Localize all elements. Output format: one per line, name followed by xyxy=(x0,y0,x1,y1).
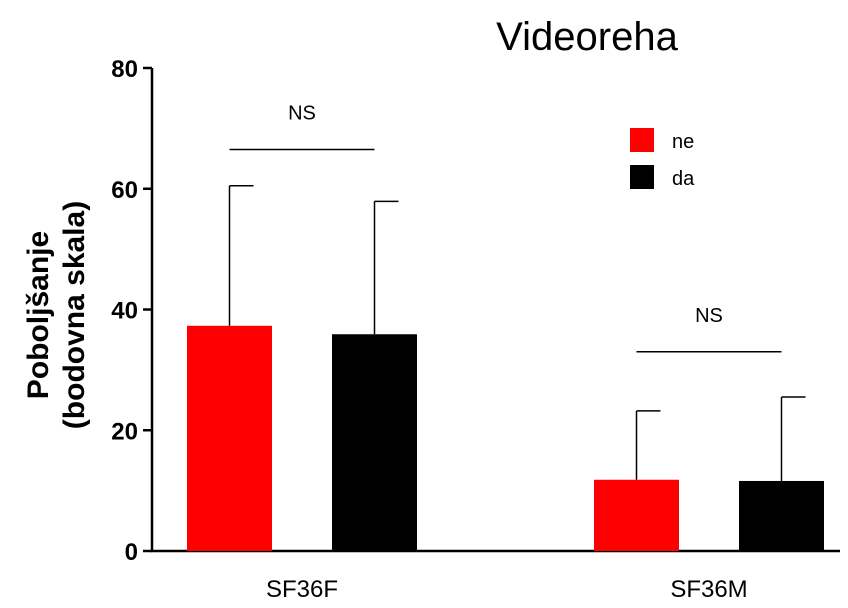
y-tick-label-20: 20 xyxy=(111,418,138,445)
y-tick-label-80: 80 xyxy=(111,56,138,83)
bars xyxy=(187,325,824,551)
chart-title: Videoreha xyxy=(496,15,678,59)
bar-SF36M-ne xyxy=(594,479,679,551)
error-bars xyxy=(228,184,806,481)
legend-swatch-ne xyxy=(630,128,654,152)
x-tick-label-SF36M: SF36M xyxy=(670,576,747,603)
bar-SF36M-da xyxy=(739,480,824,551)
significance-annotations: NS NS xyxy=(229,103,782,353)
legend-label-ne: ne xyxy=(672,131,694,153)
y-axis-label: Poboljšanje (bodovna skala) xyxy=(22,201,91,429)
legend-label-da: da xyxy=(672,168,695,190)
y-tick-label-0: 0 xyxy=(125,539,138,566)
legend-swatch-da xyxy=(630,165,654,189)
y-tick-label-40: 40 xyxy=(111,298,138,325)
bar-SF36F-da xyxy=(332,334,417,551)
significance-label-SF36M: NS xyxy=(695,305,723,327)
y-tick-label-60: 60 xyxy=(111,177,138,204)
significance-label-SF36F: NS xyxy=(288,103,316,125)
x-tick-label-SF36F: SF36F xyxy=(266,576,338,603)
legend: ne da xyxy=(630,128,695,190)
bar-SF36F-ne xyxy=(187,325,272,551)
y-axis-label-line2: (bodovna skala) xyxy=(58,201,91,429)
x-tick-labels: SF36F SF36M xyxy=(266,576,748,603)
y-axis-label-line1: Poboljšanje xyxy=(22,231,55,399)
